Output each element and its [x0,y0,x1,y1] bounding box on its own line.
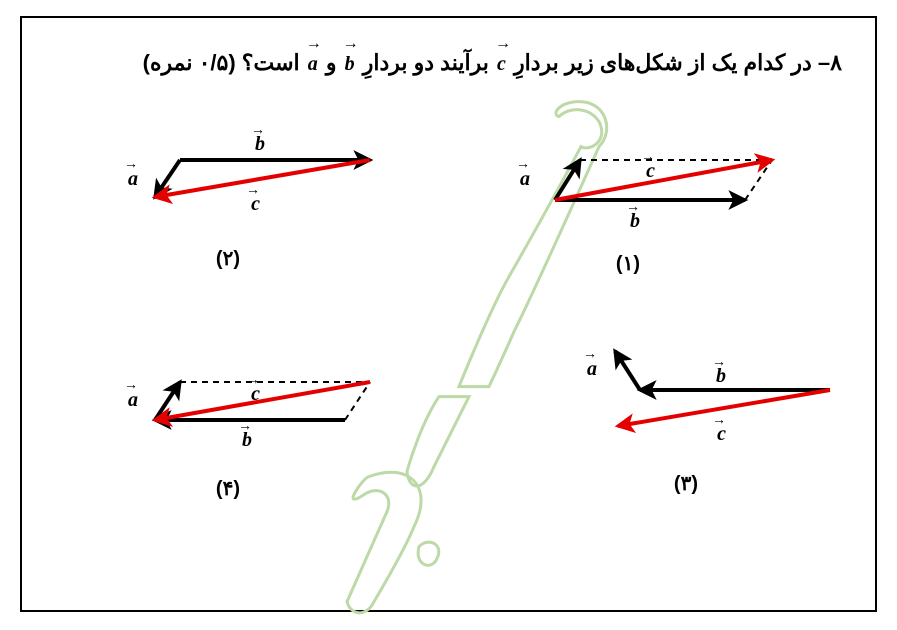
svg-text:→: → [641,150,655,165]
opt2-label: (۲) [216,248,240,270]
question-number: ۸ [830,50,842,75]
svg-text:→: → [124,378,138,393]
option-1: a→ b→ c→ (۱) [516,150,772,275]
svg-text:→: → [712,413,726,428]
option-3: a→ b→ c→ (۳) [583,347,830,495]
svg-text:→: → [246,373,260,388]
opt1-label: (۱) [616,253,640,275]
svg-text:→: → [246,183,260,198]
svg-text:→: → [712,355,726,370]
svg-text:→: → [626,200,640,215]
question-text: ۸– در کدام یک از شکل‌های زیر بردارِ → c … [55,45,842,80]
svg-text:→: → [583,347,597,362]
opt4-label: (۴) [216,478,240,500]
diagrams: a→ b→ c→ (۱) a→ b→ c→ (۲) a→ b→ c→ (۳) [0,0,897,630]
option-4: a→ b→ c→ (۴) [124,373,370,500]
svg-text:→: → [238,419,252,434]
option-2: a→ b→ c→ (۲) [124,123,370,270]
svg-text:→: → [124,157,138,172]
svg-text:→: → [251,123,265,138]
svg-text:→: → [516,157,530,172]
opt3-label: (۳) [674,473,698,495]
